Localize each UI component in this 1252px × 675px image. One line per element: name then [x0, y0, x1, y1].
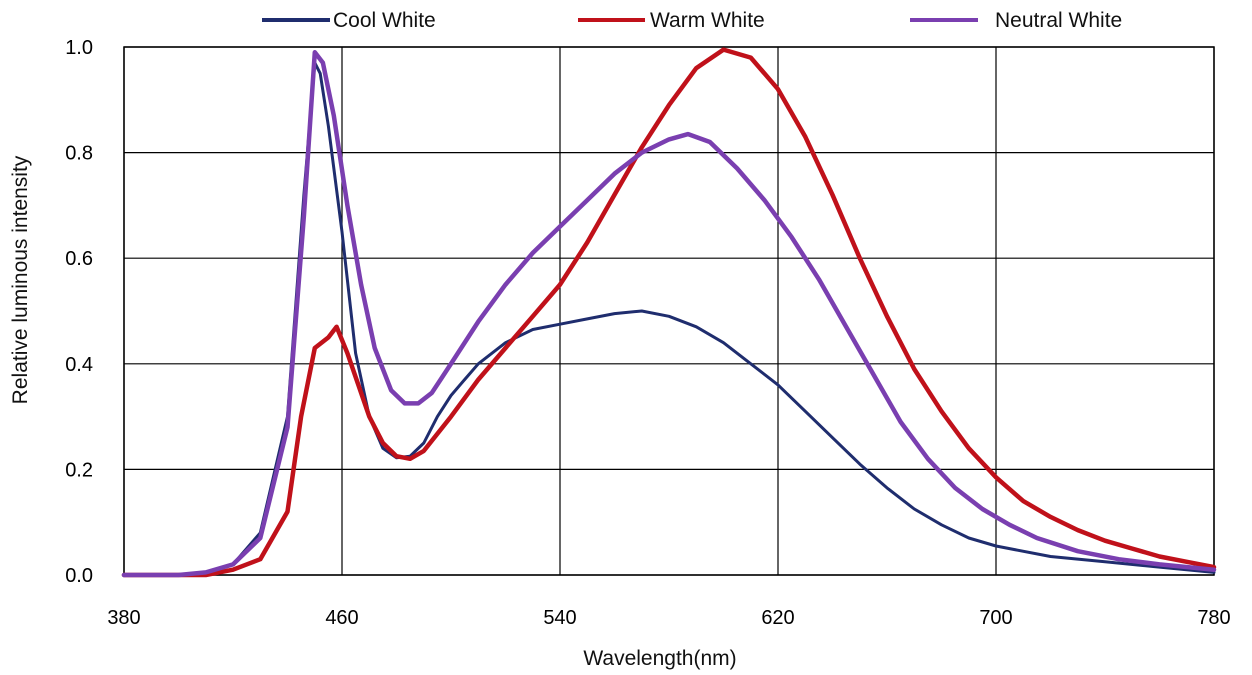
legend: Cool White Warm White Neutral White: [262, 9, 1122, 32]
legend-label-neutral-white: Neutral White: [995, 9, 1122, 32]
y-tick-label: 0.0: [65, 565, 93, 587]
legend-item-cool-white: Cool White: [262, 9, 436, 32]
legend-item-warm-white: Warm White: [578, 9, 765, 32]
tick-labels: 380 460 540 620 700 780 0.0 0.2 0.4 0.6 0.8 1.0: [65, 37, 1231, 629]
x-tick-label: 460: [325, 607, 358, 629]
y-tick-label: 0.4: [65, 354, 93, 376]
series-layer: [121, 47, 1217, 578]
y-axis-title: Relative luminous intensity: [9, 155, 32, 404]
x-tick-label: 540: [543, 607, 576, 629]
y-tick-label: 1.0: [65, 37, 93, 59]
y-tick-label: 0.8: [65, 143, 93, 165]
y-tick-label: 0.6: [65, 248, 93, 270]
series-line-neutral-white: [121, 50, 1217, 578]
y-tick-label: 0.2: [65, 459, 93, 481]
legend-label-warm-white: Warm White: [650, 9, 765, 32]
x-tick-label: 700: [979, 607, 1012, 629]
legend-label-cool-white: Cool White: [333, 9, 436, 32]
x-tick-label: 380: [107, 607, 140, 629]
legend-item-neutral-white: Neutral White: [910, 9, 1122, 32]
x-axis-title: Wavelength(nm): [583, 647, 736, 670]
x-tick-label: 620: [761, 607, 794, 629]
plot-frame: [123, 46, 1215, 576]
x-tick-label: 780: [1197, 607, 1230, 629]
series-line-warm-white: [121, 47, 1217, 578]
